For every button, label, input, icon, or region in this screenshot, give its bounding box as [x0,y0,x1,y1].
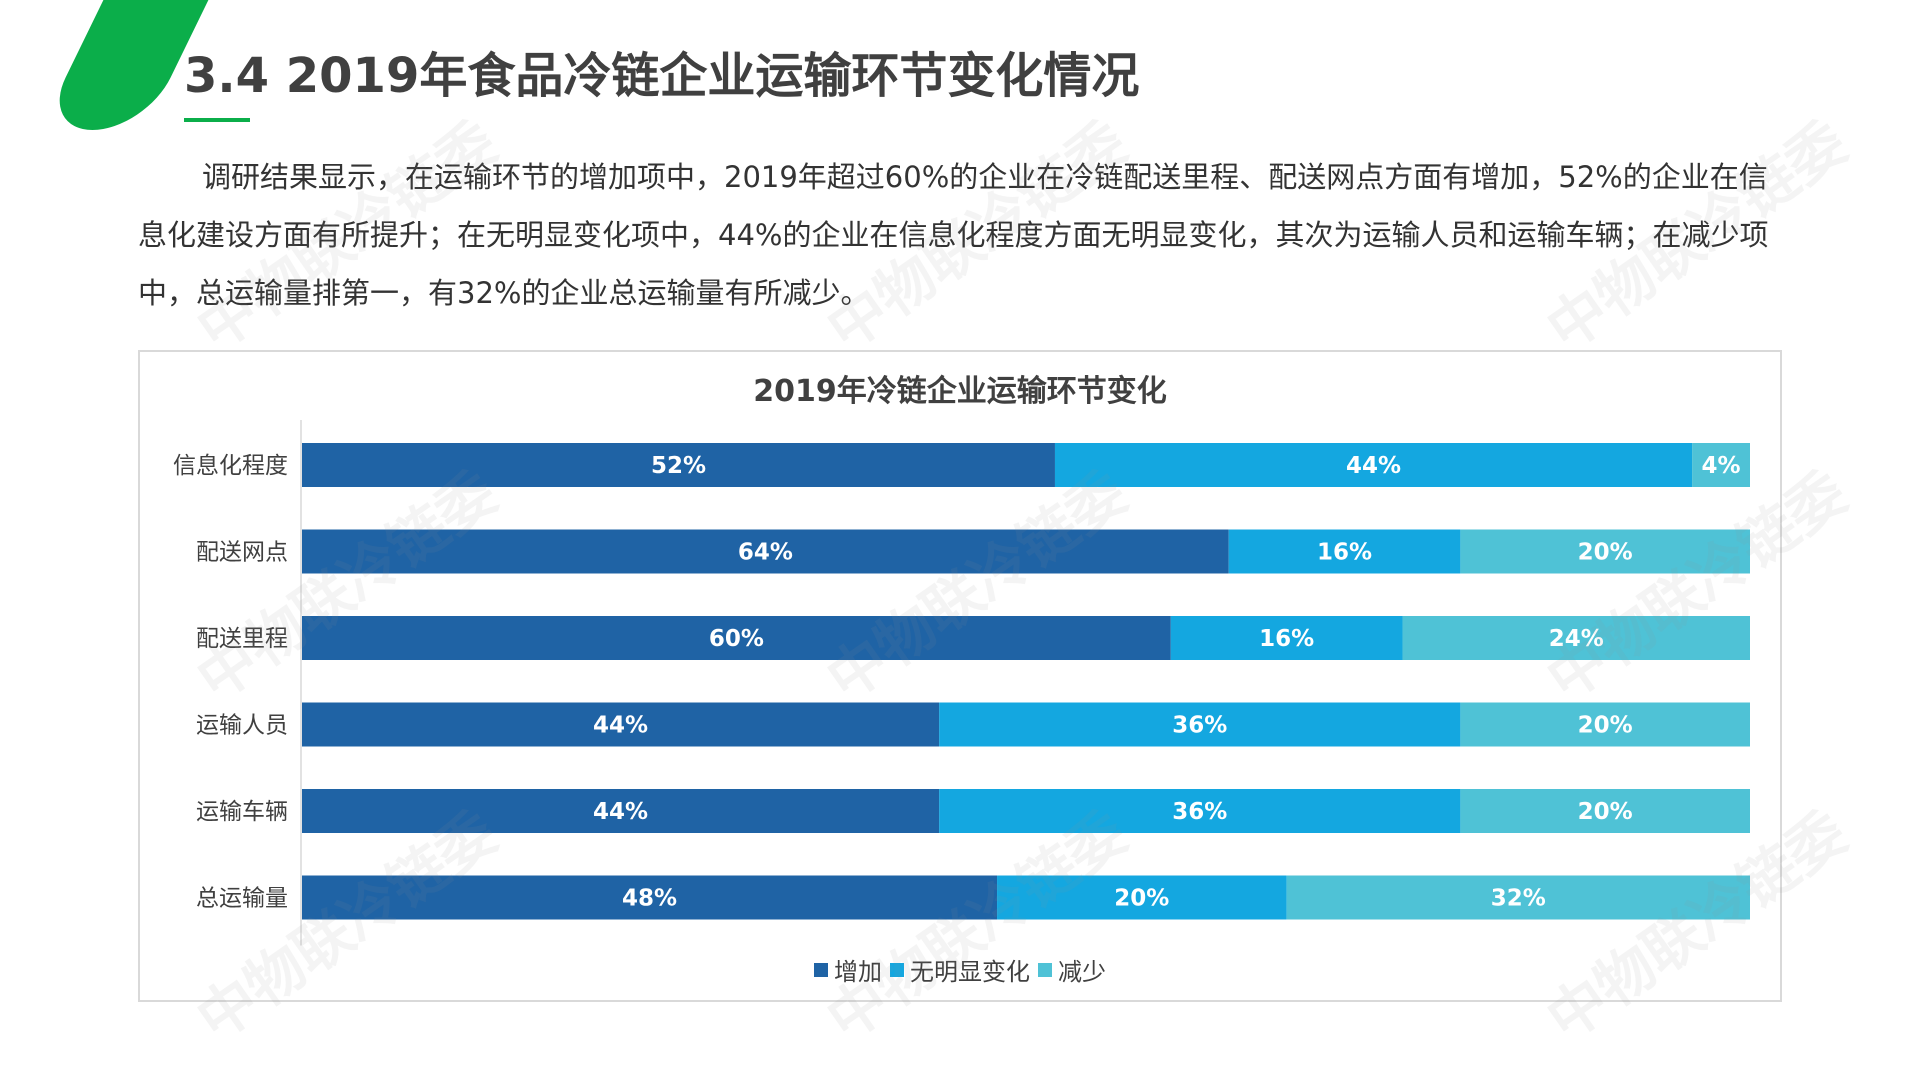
bar-segment-decrease [1692,443,1750,487]
data-label: 36% [1172,799,1227,825]
data-label: 20% [1578,799,1633,825]
bar-segment-no-change [1228,529,1461,574]
data-label: 48% [622,886,677,912]
legend-swatch [890,962,904,977]
bar-segment-increase [302,875,998,920]
bar-segment-increase [302,616,1171,660]
data-label: 20% [1114,886,1169,912]
data-label: 52% [651,453,706,479]
bar-segment-increase [302,443,1055,487]
bar-segment-no-change [1054,443,1693,487]
data-label: 4% [1702,453,1741,479]
stacked-bar-chart: 信息化程度 52% 44% 4% 配送网点 64% 16% 20% 配送里程 60% 16% 24% 运… [173,420,1750,946]
category-label: 总运输量 [196,886,288,912]
data-label: 20% [1578,713,1633,739]
bar-segment-decrease [1460,702,1750,747]
chart-legend: 增加 无明显变化 减少 [140,952,1780,987]
category-label: 配送里程 [196,626,288,652]
chart-panel: 2019年冷链企业运输环节变化 信息化程度 52% 44% 4% 配送网点 64% 16% 2… [138,350,1782,1002]
category-label: 信息化程度 [173,453,288,479]
chart-title: 2019年冷链企业运输环节变化 [753,374,1167,409]
bar-segment-increase [302,702,940,747]
legend-item: 减少 [1038,952,1106,987]
category-label: 运输车辆 [196,799,288,825]
legend-item: 增加 [814,952,882,987]
bar-segment-increase [302,529,1229,574]
data-label: 24% [1549,626,1604,652]
data-label: 16% [1259,626,1314,652]
bar-segment-no-change [939,702,1461,747]
legend-label: 增加 [834,958,882,986]
bar-segment-decrease [1402,616,1750,660]
data-label: 36% [1172,713,1227,739]
data-label: 64% [738,540,793,566]
category-label: 配送网点 [196,540,288,566]
bar-segment-no-change [997,875,1287,920]
data-label: 16% [1317,540,1372,566]
page-title: 3.4 2019年食品冷链企业运输环节变化情况 [184,48,1140,104]
title-underline [184,118,250,122]
bar-segment-decrease [1460,789,1750,833]
bar-segment-no-change [1170,616,1403,660]
category-label: 运输人员 [196,713,288,739]
data-label: 32% [1491,886,1546,912]
legend-swatch [1038,962,1052,977]
data-label: 44% [593,713,648,739]
data-label: 20% [1578,540,1633,566]
data-label: 60% [709,626,764,652]
bar-segment-decrease [1286,875,1750,920]
legend-label: 无明显变化 [910,958,1030,986]
data-label: 44% [593,799,648,825]
legend-item: 无明显变化 [890,952,1030,987]
bar-segment-no-change [939,789,1461,833]
bar-segment-decrease [1460,529,1750,574]
legend-swatch [814,962,828,977]
legend-label: 减少 [1058,958,1106,986]
data-label: 44% [1346,453,1401,479]
summary-paragraph: 调研结果显示，在运输环节的增加项中，2019年超过60%的企业在冷链配送里程、配… [138,160,1769,310]
bar-segment-increase [302,789,940,833]
